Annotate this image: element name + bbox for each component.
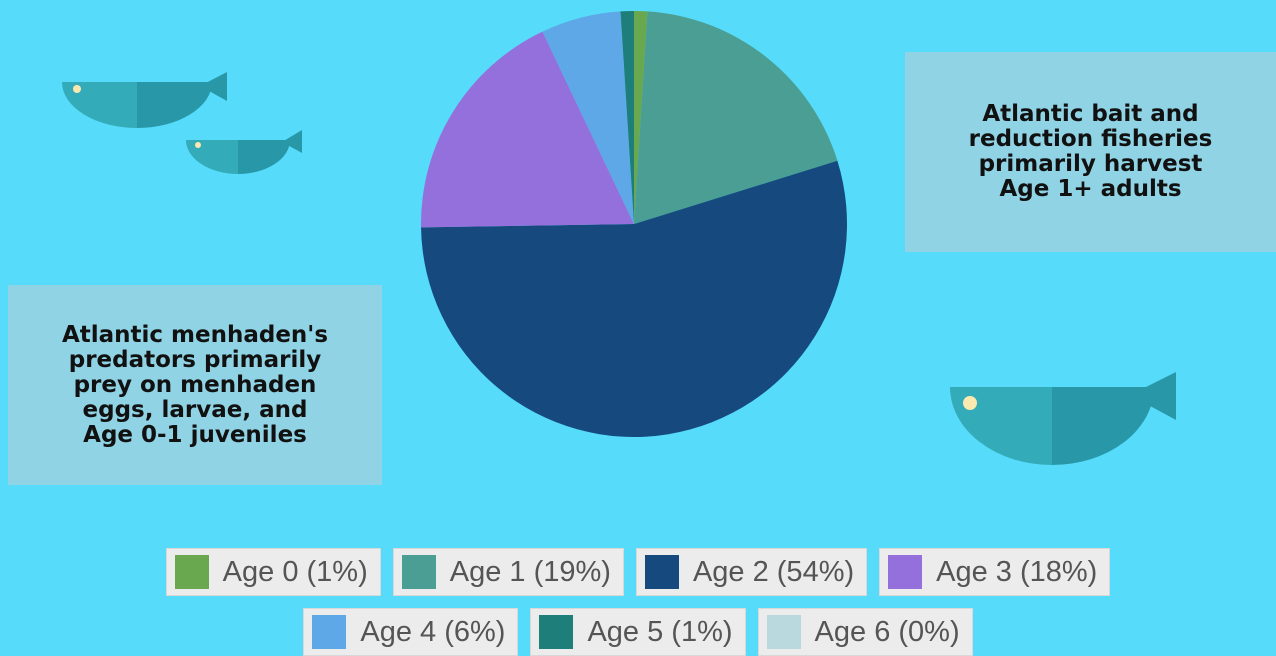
legend-item: Age 5 (1%)	[530, 608, 745, 656]
legend-swatch	[175, 555, 209, 589]
pie	[421, 11, 847, 437]
annotation-line: predators primarily	[69, 348, 322, 373]
legend-label: Age 6 (0%)	[815, 616, 960, 649]
legend-label: Age 5 (1%)	[587, 616, 732, 649]
legend-swatch	[312, 615, 346, 649]
annotation-line: primarily harvest	[979, 152, 1203, 177]
legend-swatch	[645, 555, 679, 589]
legend-swatch	[767, 615, 801, 649]
annotation-line: prey on menhaden	[74, 373, 317, 398]
annotation-line: Atlantic bait and	[982, 102, 1198, 127]
legend-item: Age 3 (18%)	[879, 548, 1110, 596]
legend-label: Age 4 (6%)	[360, 616, 505, 649]
annotation-line: eggs, larvae, and	[83, 398, 308, 423]
legend-label: Age 0 (1%)	[223, 556, 368, 589]
annotation-line: reduction fisheries	[969, 127, 1213, 152]
fish	[950, 372, 1176, 465]
legend-label: Age 1 (19%)	[450, 556, 611, 589]
legend-swatch	[402, 555, 436, 589]
legend-item: Age 0 (1%)	[166, 548, 381, 596]
legend-label: Age 2 (54%)	[693, 556, 854, 589]
page: {"chart_data": {"type": "pie", "categori…	[0, 0, 1276, 656]
fish	[62, 72, 227, 128]
legend-label: Age 3 (18%)	[936, 556, 1097, 589]
annotation-line: Age 0-1 juveniles	[83, 423, 307, 448]
annotation-line: Age 1+ adults	[999, 177, 1181, 202]
legend-item: Age 2 (54%)	[636, 548, 867, 596]
legend: Age 0 (1%) Age 1 (19%) Age 2 (54%) Age 3 (1…	[68, 548, 1208, 656]
annotation-line: Atlantic menhaden's	[62, 323, 328, 348]
legend-swatch	[888, 555, 922, 589]
legend-item: Age 1 (19%)	[393, 548, 624, 596]
fish	[186, 130, 302, 174]
legend-item: Age 6 (0%)	[758, 608, 973, 656]
legend-swatch	[539, 615, 573, 649]
legend-item: Age 4 (6%)	[303, 608, 518, 656]
